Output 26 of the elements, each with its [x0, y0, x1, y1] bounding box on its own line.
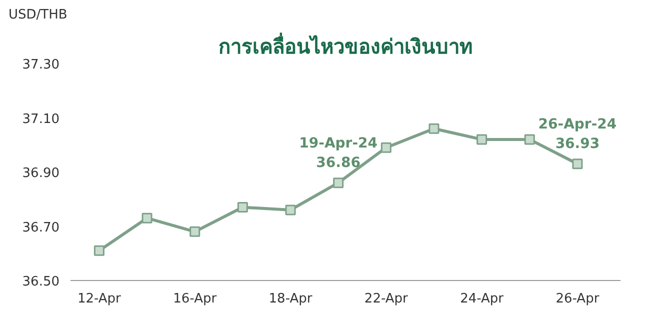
x-tick-label: 12-Apr	[77, 292, 122, 306]
x-tick-label: 22-Apr	[364, 292, 409, 306]
y-tick-label: 36.70	[22, 220, 60, 236]
text: 19-Apr-24 36.86	[299, 136, 378, 171]
x-tick-label: 24-Apr	[460, 292, 504, 306]
point	[428, 123, 440, 134]
point	[524, 134, 535, 145]
y-axis-title: USD/THB	[8, 8, 68, 22]
point	[190, 226, 200, 237]
point	[572, 158, 583, 170]
point	[237, 202, 248, 213]
x-tick-label: 16-Apr	[173, 292, 218, 306]
point	[380, 142, 392, 153]
y-tick-label: 36.50	[22, 274, 60, 290]
x-tick-label: 26-Apr	[556, 292, 600, 306]
text: 26-Apr-24 36.93	[538, 116, 617, 152]
chart-title: การเคลื่อนไหวของค่าเงินบาท	[218, 32, 472, 58]
point	[142, 212, 152, 224]
point	[94, 245, 104, 256]
y-tick-label: 37.10	[22, 112, 60, 127]
y-tick-label: 37.30	[22, 58, 60, 72]
point	[285, 204, 296, 216]
point	[333, 178, 344, 188]
x-tick-label: 18-Apr	[268, 292, 313, 306]
y-tick-label: 36.90	[22, 166, 60, 181]
point	[476, 134, 488, 145]
